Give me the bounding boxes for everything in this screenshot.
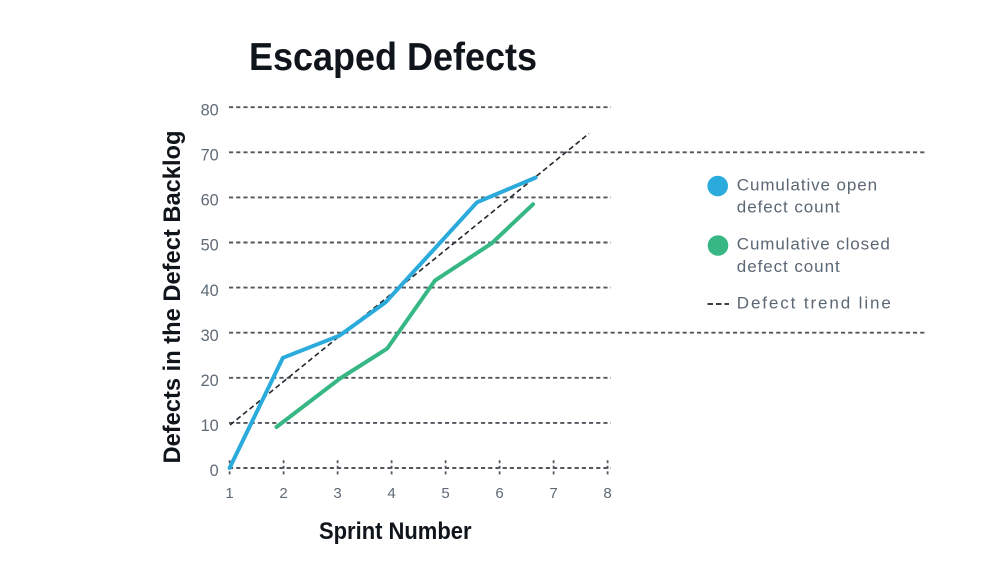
- svg-text:40: 40: [201, 282, 219, 300]
- svg-text:80: 80: [201, 101, 219, 119]
- svg-text:70: 70: [201, 147, 219, 165]
- svg-text:Defect trend line: Defect trend line: [737, 294, 891, 313]
- svg-text:60: 60: [201, 192, 219, 210]
- svg-text:50: 50: [201, 237, 219, 255]
- svg-text:Escaped Defects: Escaped Defects: [249, 36, 537, 79]
- svg-text:7: 7: [549, 485, 557, 502]
- svg-text:30: 30: [201, 327, 219, 345]
- svg-text:defect count: defect count: [737, 198, 840, 217]
- svg-text:0: 0: [210, 462, 219, 480]
- svg-text:10: 10: [201, 417, 219, 435]
- svg-text:Sprint Number: Sprint Number: [319, 518, 472, 545]
- svg-text:Cumulative closed: Cumulative closed: [737, 235, 890, 254]
- svg-text:3: 3: [333, 485, 341, 502]
- svg-text:Cumulative open: Cumulative open: [737, 175, 877, 194]
- svg-text:8: 8: [603, 485, 611, 502]
- svg-text:5: 5: [441, 485, 449, 502]
- svg-text:20: 20: [201, 372, 219, 390]
- svg-text:4: 4: [387, 485, 395, 502]
- svg-text:2: 2: [279, 485, 287, 502]
- svg-text:1: 1: [225, 485, 233, 502]
- svg-text:defect count: defect count: [737, 257, 840, 276]
- svg-text:6: 6: [495, 485, 503, 502]
- svg-text:Defects in the Defect Backlog: Defects in the Defect Backlog: [159, 131, 186, 464]
